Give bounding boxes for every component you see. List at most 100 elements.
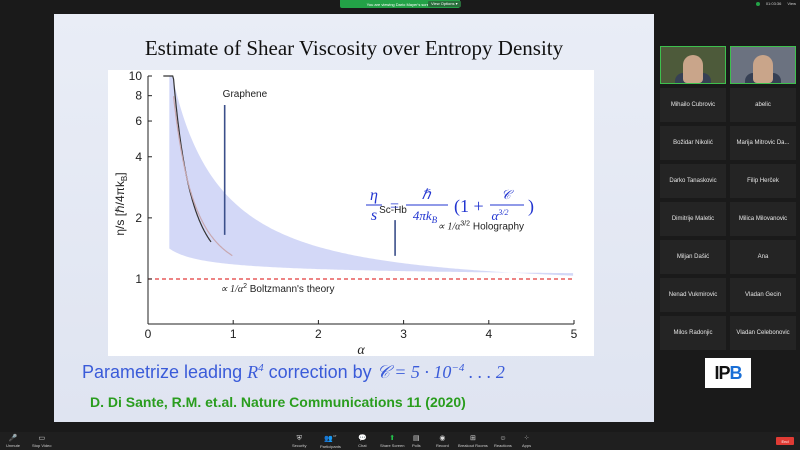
- participant-tile[interactable]: Vladan Celebonovic: [730, 316, 796, 350]
- y-axis-label: η/s [ℏ/4πkB]: [113, 172, 129, 235]
- apps-button[interactable]: ⁘ Apps: [522, 432, 531, 450]
- caption-exp: −4: [451, 362, 465, 374]
- polls-label: Polls: [412, 442, 421, 448]
- unmute-label: Unmute: [6, 442, 21, 448]
- participant-tile[interactable]: Miljan Dašić: [660, 240, 726, 274]
- participants-label: Participants: [320, 443, 341, 449]
- participant-tile[interactable]: Dimitrije Maletic: [660, 202, 726, 236]
- slide-title: Estimate of Shear Viscosity over Entropy…: [144, 36, 564, 60]
- top-right-status: 01:03:36 View: [755, 1, 796, 6]
- breakout-label: Breakout Rooms: [458, 442, 488, 448]
- ipb-logo: IP B: [705, 358, 751, 388]
- formula-hbar: ℏ: [422, 188, 432, 203]
- end-meeting-button[interactable]: End: [776, 437, 794, 445]
- holography-label: ∝ 1/α3/2 Holography: [438, 221, 524, 233]
- logo-num: B: [729, 362, 743, 383]
- participants-icon: 👥17: [324, 434, 337, 443]
- caption-text-a: Parametrize leading: [82, 362, 248, 382]
- x-tick-label: 3: [400, 327, 407, 341]
- participant-tile[interactable]: Milos Radonjic: [660, 316, 726, 350]
- participant-tile[interactable]: Božidar Nikolić: [660, 126, 726, 160]
- view-button[interactable]: View: [787, 1, 796, 6]
- security-label: Security: [292, 442, 307, 448]
- view-options-button[interactable]: View Options ▾: [428, 1, 461, 7]
- participant-tile[interactable]: Milica Milovanovic: [730, 202, 796, 236]
- y-tick-label: 6: [135, 114, 142, 128]
- caption-line: Parametrize leading R4 correction by 𝒞 =…: [82, 362, 505, 383]
- meeting-toolbar: 🎤 Unmute ▭ Stop Video ⛨ Security 👥17 Par…: [0, 432, 800, 450]
- screen-share-banner: You are viewing Dario Mayer's screen: [340, 0, 460, 8]
- security-button[interactable]: ⛨ Security: [292, 432, 306, 450]
- participants-panel: Mihailo Cubrovic abelic Božidar Nikolić …: [660, 46, 796, 392]
- participant-tile[interactable]: Darko Tanaskovic: [660, 164, 726, 198]
- share-screen-button[interactable]: ⬆ Share Screen: [380, 432, 404, 450]
- record-button[interactable]: ◉ Record: [436, 432, 449, 450]
- participant-tile[interactable]: Ana: [730, 240, 796, 274]
- boltzmann-curve: [173, 96, 233, 257]
- logo-tile[interactable]: IP B: [660, 354, 796, 392]
- participant-tile[interactable]: Marija Mitrovic Da...: [730, 126, 796, 160]
- formula-c: 𝒞: [501, 187, 514, 202]
- y-tick-label: 10: [129, 70, 143, 83]
- participant-tile[interactable]: Filip Herček: [730, 164, 796, 198]
- polls-icon: ▤: [413, 434, 420, 442]
- participant-tile[interactable]: Vladan Gecin: [730, 278, 796, 312]
- polls-button[interactable]: ▤ Polls: [412, 432, 421, 450]
- video-tile-2[interactable]: [730, 46, 796, 84]
- citation: D. Di Sante, R.M. et.al. Nature Communic…: [90, 394, 466, 410]
- y-tick-label: 2: [135, 211, 142, 225]
- x-tick-label: 2: [315, 327, 322, 341]
- banner-text: You are viewing Dario Mayer's screen: [366, 1, 434, 7]
- record-icon: ◉: [439, 434, 446, 442]
- formula-s: s: [371, 207, 377, 224]
- chat-icon: 💬: [358, 434, 367, 442]
- participant-tile[interactable]: abelic: [730, 88, 796, 122]
- participant-tile[interactable]: Mihailo Cubrovic: [660, 88, 726, 122]
- participants-button[interactable]: 👥17 Participants: [320, 432, 341, 450]
- participant-tile[interactable]: Nenad Vukmirovic: [660, 278, 726, 312]
- formula-denominator: 4πkB: [413, 208, 438, 225]
- formula-equals: =: [390, 198, 399, 215]
- apps-label: Apps: [522, 442, 532, 448]
- caption-tail: . . . 2: [464, 362, 505, 382]
- reactions-button[interactable]: ☺ Reactions: [494, 432, 512, 450]
- formula-eta: η: [370, 187, 378, 204]
- unmute-button[interactable]: 🎤 Unmute: [6, 432, 20, 450]
- video-tile-1[interactable]: [660, 46, 726, 84]
- status-dot-icon: [755, 1, 760, 6]
- chat-label: Chat: [358, 442, 367, 448]
- record-label: Record: [436, 442, 449, 448]
- stop-video-label: Stop Video: [32, 442, 52, 448]
- formula-alpha: α3/2: [491, 208, 508, 223]
- x-tick-label: 5: [571, 327, 578, 341]
- shield-icon: ⛨: [296, 434, 302, 442]
- formula-rhs-close: ): [528, 196, 534, 217]
- mic-muted-icon: 🎤: [8, 434, 18, 442]
- boltzmann-label: ∝ 1/α2 Boltzmann's theory: [220, 283, 334, 295]
- camera-icon: ▭: [38, 434, 46, 442]
- meeting-timer: 01:03:36: [765, 1, 782, 6]
- graphene-label: Graphene: [223, 89, 268, 100]
- stop-video-button[interactable]: ▭ Stop Video: [32, 432, 52, 450]
- breakout-rooms-button[interactable]: ⊞ Breakout Rooms: [458, 432, 488, 450]
- schb-label: Sc-Hb: [379, 205, 407, 216]
- caption-r: R: [247, 362, 259, 382]
- participant-grid: Mihailo Cubrovic abelic Božidar Nikolić …: [660, 88, 796, 392]
- apps-icon: ⁘: [523, 434, 530, 442]
- share-screen-label: Share Screen: [380, 442, 405, 448]
- share-screen-icon: ⬆: [389, 434, 396, 442]
- y-tick-label: 1: [135, 272, 142, 286]
- x-tick-label: 1: [230, 327, 237, 341]
- caption-math: 𝒞 = 5 · 10: [376, 362, 452, 382]
- y-tick-label: 4: [135, 150, 142, 164]
- caption-text-b: correction by: [263, 362, 377, 382]
- logo-text: IP: [714, 362, 730, 383]
- video-person: [683, 55, 703, 83]
- viscosity-chart: 0 1 2 3 4 5 1 2 4 6 8 10 α η/s [ℏ/4πkB] Graphene Sc-Hb ∝…: [113, 70, 578, 356]
- x-tick-label: 4: [485, 327, 492, 341]
- holography-band: [169, 76, 574, 276]
- caption-r-exp: 4: [258, 362, 264, 374]
- chat-button[interactable]: 💬 Chat: [358, 432, 367, 450]
- reactions-label: Reactions: [494, 442, 512, 448]
- breakout-icon: ⊞: [469, 434, 476, 442]
